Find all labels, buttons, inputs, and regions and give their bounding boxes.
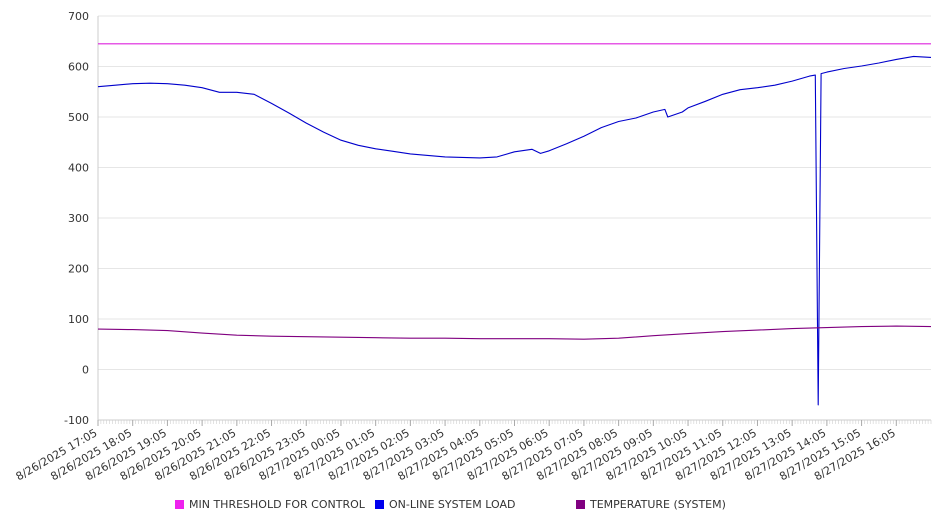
legend-swatch-temperature — [576, 500, 585, 509]
temperature-line — [97, 325, 932, 340]
y-tick-label: 600 — [68, 61, 89, 74]
y-tick-label: 500 — [68, 111, 89, 124]
series-lines — [97, 43, 932, 406]
gridlines — [98, 15, 931, 370]
legend-label-temperature: TEMPERATURE (SYSTEM) — [590, 498, 726, 511]
legend-swatch-online-load — [375, 500, 384, 509]
y-tick-label: 200 — [68, 263, 89, 276]
y-tick-label: 400 — [68, 162, 89, 175]
legend: MIN THRESHOLD FOR CONTROL ON-LINE SYSTEM… — [0, 498, 946, 514]
system-load-line — [97, 55, 932, 406]
y-axis-ticks: 700 600 500 400 300 200 100 0 -100 — [64, 10, 89, 427]
y-tick-label: -100 — [64, 414, 89, 427]
y-tick-label: 300 — [68, 212, 89, 225]
legend-item-min-threshold[interactable]: MIN THRESHOLD FOR CONTROL — [175, 498, 365, 511]
legend-item-online-load[interactable]: ON-LINE SYSTEM LOAD — [375, 498, 515, 511]
y-tick-label: 700 — [68, 10, 89, 23]
legend-swatch-min-threshold — [175, 500, 184, 509]
legend-label-online-load: ON-LINE SYSTEM LOAD — [389, 498, 516, 511]
y-tick-label: 0 — [82, 364, 89, 377]
y-tick-label: 100 — [68, 313, 89, 326]
x-axis-ticks: 8/26/2025 17:058/26/2025 18:058/26/2025 … — [14, 420, 932, 483]
legend-label-min-threshold: MIN THRESHOLD FOR CONTROL — [189, 498, 365, 511]
legend-item-temperature[interactable]: TEMPERATURE (SYSTEM) — [576, 498, 726, 511]
